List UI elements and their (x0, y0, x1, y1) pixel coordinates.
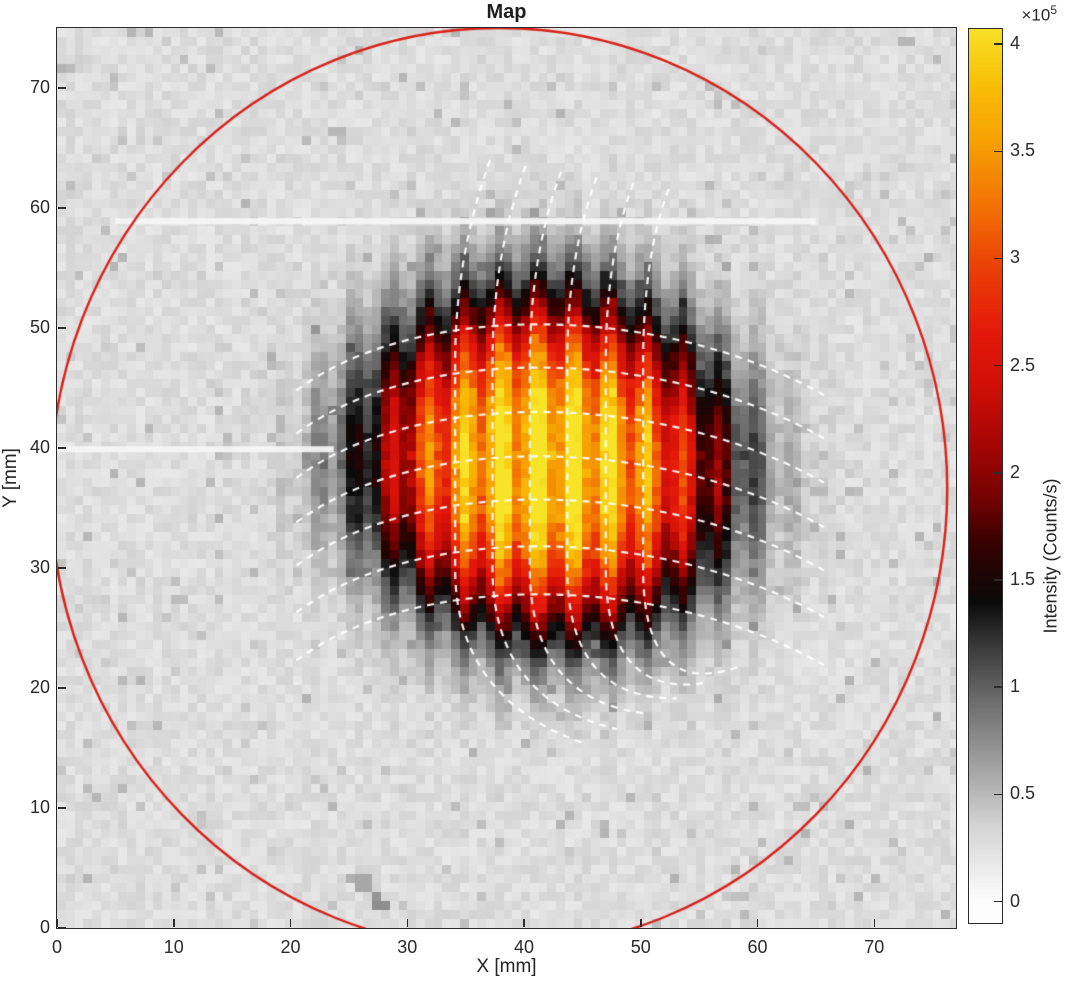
y-tick-label: 0 (39, 917, 50, 937)
x-tick-label: 40 (513, 937, 535, 957)
y-tick-mark (58, 327, 66, 329)
y-tick-label: 50 (29, 317, 50, 337)
y-tick-mark (58, 687, 66, 689)
y-tick-mark (58, 927, 66, 929)
colorbar-tick-mark (994, 43, 1002, 45)
x-tick-label: 60 (747, 937, 768, 957)
colorbar-tick-label: 1.5 (1010, 569, 1036, 589)
x-axis-label: X [mm] (476, 956, 537, 977)
colorbar-tick-label: 0 (1010, 890, 1021, 911)
colorbar-tick-mark (994, 472, 1002, 474)
x-tick-label: 0 (51, 937, 62, 957)
x-tick-label: 30 (397, 937, 418, 957)
colorbar-exponent: ×105 (1021, 3, 1057, 25)
x-tick-mark (873, 919, 875, 927)
y-tick-mark (58, 447, 66, 449)
y-tick-mark (58, 207, 66, 209)
x-tick-mark (523, 919, 525, 927)
y-tick-mark (58, 567, 66, 569)
colorbar-tick-label: 3.5 (1010, 140, 1036, 161)
colorbar-tick-mark (994, 257, 1002, 260)
y-tick-mark (58, 807, 66, 809)
y-tick-mark (58, 87, 66, 89)
colorbar-tick-mark (994, 364, 1002, 367)
colorbar-tick-label: 1 (1010, 676, 1021, 697)
colorbar-tick-mark (994, 686, 1002, 688)
x-tick-mark (756, 919, 759, 927)
colorbar-tick-mark (994, 793, 1002, 796)
y-tick-label: 20 (29, 677, 50, 697)
y-tick-label: 30 (29, 557, 50, 577)
y-tick-label: 70 (29, 77, 50, 97)
colorbar-tick-label: 2 (1010, 461, 1021, 482)
x-tick-label: 50 (630, 937, 651, 957)
x-tick-mark (56, 919, 58, 927)
colorbar-tick-mark (994, 900, 1002, 903)
heatmap-canvas (57, 28, 956, 928)
x-tick-mark (173, 919, 175, 927)
y-tick-label: 60 (29, 197, 50, 217)
colorbar-label: Intensity (Counts/s) (1040, 478, 1061, 634)
y-tick-label: 40 (29, 437, 50, 457)
x-tick-mark (640, 919, 642, 927)
colorbar-canvas (969, 29, 1002, 923)
x-tick-label: 70 (864, 937, 885, 957)
y-axis-label: Y [mm] (0, 448, 21, 508)
x-tick-label: 10 (163, 937, 184, 957)
x-tick-mark (406, 919, 408, 927)
colorbar-tick-label: 2.5 (1010, 354, 1036, 375)
x-tick-mark (289, 919, 292, 927)
colorbar-tick-label: 3 (1010, 247, 1021, 268)
y-tick-label: 10 (29, 797, 50, 817)
colorbar-tick-mark (994, 150, 1002, 152)
plot-title: Map (486, 1, 527, 23)
colorbar-tick-mark (994, 579, 1002, 581)
colorbar-tick-label: 0.5 (1010, 783, 1036, 804)
colorbar-tick-label: 4 (1010, 33, 1021, 53)
x-tick-label: 20 (280, 937, 301, 957)
